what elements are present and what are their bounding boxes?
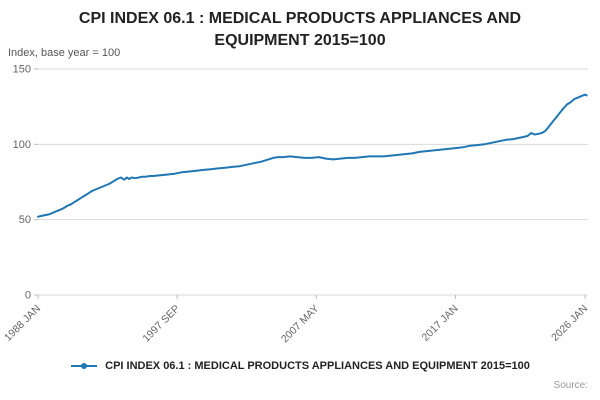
legend-line-marker-icon	[71, 363, 98, 369]
legend-series-label: CPI INDEX 06.1 : MEDICAL PRODUCTS APPLIA…	[105, 360, 530, 372]
x-tick-label: 1988 JAN	[2, 303, 43, 344]
x-tick-label: 1997 SEP	[140, 303, 182, 345]
x-tick-label: 2007 MAY	[279, 303, 322, 346]
y-tick-label: 50	[19, 214, 31, 226]
cpi-series-line	[37, 93, 588, 218]
y-tick-label: 0	[25, 290, 31, 302]
cpi-line-chart: 0 50 100 150 1988 JAN 1997 SEP 2007 MAY 2017 JA…	[2, 64, 590, 346]
y-tick-label: 100	[13, 139, 31, 151]
x-tick-label: 2026 JAN	[549, 303, 590, 344]
chart-title: CPI INDEX 06.1 : MEDICAL PRODUCTS APPLIA…	[78, 10, 522, 49]
y-axis-unit-label: Index, base year = 100	[8, 47, 121, 59]
x-tick-label: 2017 JAN	[420, 303, 461, 344]
chart-legend: CPI INDEX 06.1 : MEDICAL PRODUCTS APPLIA…	[0, 360, 600, 372]
source-label: Source:	[553, 380, 588, 391]
y-tick-label: 150	[13, 64, 31, 76]
